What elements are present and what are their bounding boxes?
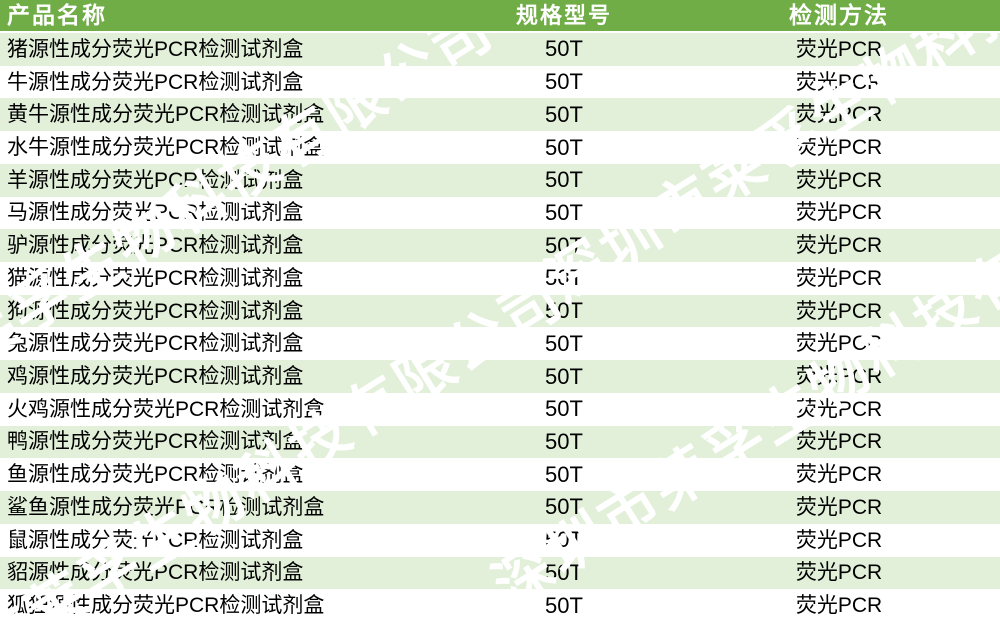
- product-name-cell: 鲨鱼源性成分荧光PCR检测试剂盒: [7, 495, 325, 519]
- spec-cell: 50T: [545, 363, 583, 389]
- product-name-cell: 黄牛源性成分荧光PCR检测试剂盒: [7, 103, 325, 127]
- product-name-cell: 火鸡源性成分荧光PCR检测试剂盒: [7, 397, 325, 421]
- method-cell: 荧光PCR: [795, 266, 883, 290]
- table-row: 鲨鱼源性成分荧光PCR检测试剂盒 50T 荧光PCR: [0, 491, 1000, 524]
- header-product-name: 产品名称: [7, 2, 107, 28]
- spec-cell: 50T: [545, 461, 583, 487]
- product-name-cell: 鱼源性成分荧光PCR检测试剂盒: [7, 463, 304, 487]
- method-cell: 荧光PCR: [795, 495, 883, 519]
- table-row: 黄牛源性成分荧光PCR检测试剂盒 50T 荧光PCR: [0, 98, 1000, 132]
- spec-cell: 50T: [545, 69, 583, 95]
- product-name-cell: 鼠源性成分荧光PCR检测试剂盒: [7, 528, 304, 552]
- product-name-cell: 貂源性成分荧光PCR检测试剂盒: [7, 561, 304, 585]
- spec-cell: 50T: [545, 396, 583, 422]
- product-name-cell: 鸡源性成分荧光PCR检测试剂盒: [7, 365, 304, 389]
- method-cell: 荧光PCR: [795, 561, 883, 585]
- product-name-cell: 狐狸源性成分荧光PCR检测试剂盒: [7, 594, 325, 618]
- method-cell: 荧光PCR: [795, 430, 883, 454]
- spec-cell: 50T: [545, 199, 583, 225]
- method-cell: 荧光PCR: [795, 234, 883, 258]
- table-row: 驴源性成分荧光PCR检测试剂盒 50T 荧光PCR: [0, 229, 1000, 263]
- spec-cell: 50T: [545, 167, 583, 193]
- product-name-cell: 驴源性成分荧光PCR检测试剂盒: [7, 234, 304, 258]
- method-cell: 荧光PCR: [795, 37, 883, 61]
- spec-cell: 50T: [545, 527, 583, 553]
- table-row: 鸡源性成分荧光PCR检测试剂盒 50T 荧光PCR: [0, 360, 1000, 393]
- table-row: 鱼源性成分荧光PCR检测试剂盒 50T 荧光PCR: [0, 458, 1000, 492]
- table-row: 猪源性成分荧光PCR检测试剂盒 50T 荧光PCR: [0, 33, 1000, 66]
- table-body: 猪源性成分荧光PCR检测试剂盒 50T 荧光PCR 牛源性成分荧光PCR检测试剂…: [0, 33, 1000, 622]
- table-row: 羊源性成分荧光PCR检测试剂盒 50T 荧光PCR: [0, 163, 1000, 197]
- spec-cell: 50T: [545, 494, 583, 520]
- method-cell: 荧光PCR: [795, 168, 883, 192]
- product-name-cell: 狗源性成分荧光PCR检测试剂盒: [7, 299, 304, 323]
- product-name-cell: 牛源性成分荧光PCR检测试剂盒: [7, 70, 304, 94]
- spec-cell: 50T: [545, 101, 583, 127]
- method-cell: 荧光PCR: [795, 201, 883, 225]
- table-row: 狗源性成分荧光PCR检测试剂盒 50T 荧光PCR: [0, 294, 1000, 328]
- table-row: 貂源性成分荧光PCR检测试剂盒 50T 荧光PCR: [0, 556, 1000, 590]
- product-name-cell: 水牛源性成分荧光PCR检测试剂盒: [7, 136, 325, 160]
- method-cell: 荧光PCR: [795, 463, 883, 487]
- spec-cell: 50T: [545, 592, 583, 618]
- method-cell: 荧光PCR: [795, 332, 883, 356]
- spec-cell: 50T: [545, 36, 583, 62]
- header-detection-method: 检测方法: [789, 2, 889, 28]
- product-name-cell: 猪源性成分荧光PCR检测试剂盒: [7, 37, 304, 61]
- method-cell: 荧光PCR: [795, 299, 883, 323]
- spec-cell: 50T: [545, 265, 583, 291]
- method-cell: 荧光PCR: [795, 528, 883, 552]
- product-name-cell: 羊源性成分荧光PCR检测试剂盒: [7, 168, 304, 192]
- method-cell: 荧光PCR: [795, 397, 883, 421]
- spec-cell: 50T: [545, 298, 583, 324]
- table-row: 兔源性成分荧光PCR检测试剂盒 50T 荧光PCR: [0, 327, 1000, 361]
- product-name-cell: 猫源性成分荧光PCR检测试剂盒: [7, 266, 304, 290]
- method-cell: 荧光PCR: [795, 594, 883, 618]
- product-name-cell: 鸭源性成分荧光PCR检测试剂盒: [7, 430, 304, 454]
- spec-cell: 50T: [545, 330, 583, 356]
- spec-cell: 50T: [545, 428, 583, 454]
- header-spec-model: 规格型号: [515, 2, 612, 28]
- product-name-cell: 马源性成分荧光PCR检测试剂盒: [7, 201, 304, 225]
- table-header-row: 产品名称 规格型号 检测方法: [0, 0, 1000, 33]
- table-row: 鸭源性成分荧光PCR检测试剂盒 50T 荧光PCR: [0, 425, 1000, 459]
- spec-cell: 50T: [545, 134, 583, 160]
- table-row: 火鸡源性成分荧光PCR检测试剂盒 50T 荧光PCR: [0, 392, 1000, 426]
- method-cell: 荧光PCR: [795, 365, 883, 389]
- table-row: 猫源性成分荧光PCR检测试剂盒 50T 荧光PCR: [0, 262, 1000, 295]
- table-row: 鼠源性成分荧光PCR检测试剂盒 50T 荧光PCR: [0, 523, 1000, 557]
- table-row: 马源性成分荧光PCR检测试剂盒 50T 荧光PCR: [0, 196, 1000, 230]
- method-cell: 荧光PCR: [795, 70, 883, 94]
- product-name-cell: 兔源性成分荧光PCR检测试剂盒: [7, 332, 304, 356]
- table-row: 狐狸源性成分荧光PCR检测试剂盒 50T 荧光PCR: [0, 589, 1000, 622]
- spec-cell: 50T: [545, 232, 583, 258]
- spec-cell: 50T: [545, 559, 583, 585]
- table-row: 牛源性成分荧光PCR检测试剂盒 50T 荧光PCR: [0, 65, 1000, 99]
- table-row: 水牛源性成分荧光PCR检测试剂盒 50T 荧光PCR: [0, 131, 1000, 164]
- method-cell: 荧光PCR: [795, 136, 883, 160]
- method-cell: 荧光PCR: [795, 103, 883, 127]
